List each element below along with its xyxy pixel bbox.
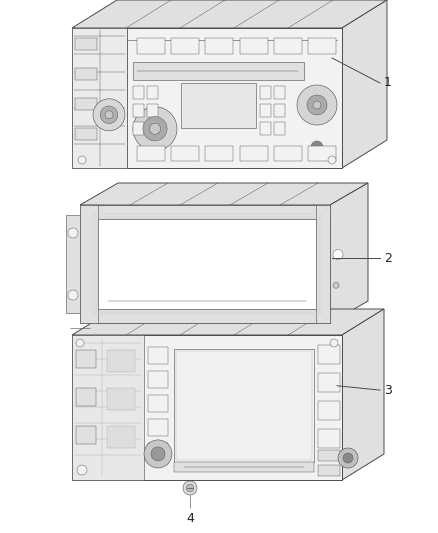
Bar — [148, 443, 168, 460]
Bar — [316, 205, 330, 323]
Bar — [171, 38, 199, 54]
Text: 3: 3 — [384, 384, 392, 397]
Bar — [318, 465, 340, 476]
Circle shape — [338, 448, 358, 468]
Text: 2: 2 — [384, 252, 392, 264]
Circle shape — [186, 484, 194, 492]
Circle shape — [328, 156, 336, 164]
Bar — [72, 335, 144, 480]
Bar — [274, 104, 285, 117]
Bar — [205, 38, 233, 54]
Bar — [260, 122, 271, 135]
Text: 4: 4 — [186, 513, 194, 526]
Bar — [318, 373, 340, 392]
Circle shape — [151, 447, 165, 461]
Bar — [133, 122, 144, 135]
Bar — [181, 83, 256, 128]
Bar — [318, 401, 340, 420]
Bar — [76, 388, 96, 406]
Polygon shape — [342, 309, 384, 480]
Bar — [75, 38, 97, 50]
Circle shape — [183, 481, 197, 495]
Bar — [174, 349, 314, 462]
Bar — [318, 450, 340, 461]
Bar — [80, 205, 330, 323]
Bar — [205, 146, 233, 161]
Bar — [171, 146, 199, 161]
Circle shape — [307, 95, 327, 115]
Bar — [318, 429, 340, 448]
Bar — [72, 28, 342, 168]
Circle shape — [343, 453, 353, 463]
Polygon shape — [342, 0, 387, 168]
Circle shape — [68, 290, 78, 300]
Bar — [133, 86, 144, 99]
Bar — [133, 104, 144, 117]
Bar — [76, 350, 96, 368]
Bar — [240, 38, 268, 54]
Bar — [174, 462, 314, 472]
Circle shape — [77, 465, 87, 475]
Circle shape — [333, 249, 343, 260]
Bar — [147, 122, 158, 135]
Bar — [308, 38, 336, 54]
Circle shape — [100, 106, 118, 124]
Bar — [148, 395, 168, 412]
Circle shape — [68, 228, 78, 238]
Text: 1: 1 — [384, 77, 392, 90]
Bar — [176, 351, 312, 460]
Bar — [274, 86, 285, 99]
Circle shape — [149, 123, 160, 134]
Bar — [75, 128, 97, 140]
Polygon shape — [80, 183, 368, 205]
Bar — [107, 426, 135, 448]
Polygon shape — [330, 183, 368, 323]
Circle shape — [133, 107, 177, 151]
Bar — [95, 216, 318, 311]
Polygon shape — [72, 0, 387, 28]
Bar — [133, 62, 304, 80]
Circle shape — [144, 440, 172, 468]
Circle shape — [313, 101, 321, 109]
Bar — [98, 219, 316, 309]
Circle shape — [93, 99, 125, 131]
Bar — [107, 350, 135, 372]
Polygon shape — [72, 309, 384, 335]
Circle shape — [330, 339, 338, 347]
Circle shape — [105, 111, 113, 119]
Bar — [308, 146, 336, 161]
Circle shape — [143, 117, 167, 141]
Circle shape — [76, 339, 84, 347]
Bar — [147, 86, 158, 99]
Bar — [274, 122, 285, 135]
Bar — [93, 214, 321, 314]
Bar — [98, 219, 316, 309]
Bar — [260, 104, 271, 117]
Circle shape — [78, 156, 86, 164]
Bar — [80, 205, 330, 219]
Circle shape — [297, 85, 337, 125]
Bar — [240, 146, 268, 161]
Bar — [75, 68, 97, 80]
Circle shape — [333, 282, 339, 288]
Bar — [80, 309, 330, 323]
Bar — [274, 146, 302, 161]
Bar — [80, 205, 98, 323]
Bar — [137, 38, 165, 54]
Bar — [274, 38, 302, 54]
Bar — [75, 98, 97, 110]
Bar — [260, 86, 271, 99]
Bar — [137, 146, 165, 161]
Circle shape — [311, 141, 323, 153]
Bar — [72, 335, 342, 480]
Bar — [66, 215, 80, 313]
Bar — [318, 345, 340, 364]
Bar — [147, 104, 158, 117]
Bar — [148, 347, 168, 364]
Bar — [148, 371, 168, 388]
Bar — [148, 419, 168, 436]
Bar — [76, 426, 96, 444]
Bar — [72, 28, 127, 168]
Bar — [107, 388, 135, 410]
